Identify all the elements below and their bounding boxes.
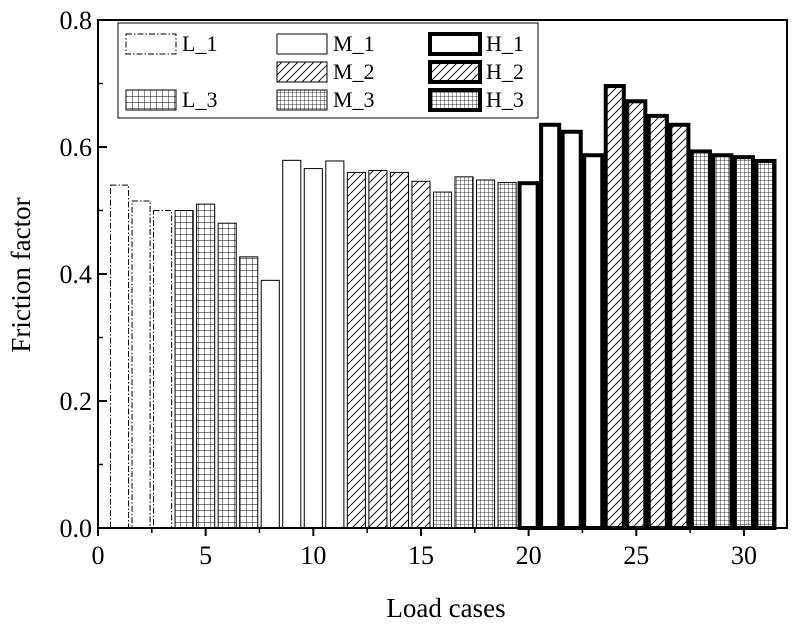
bar-case-31 (754, 158, 777, 530)
bar-case-21 (539, 122, 562, 531)
y-tick-label: 0.8 (60, 6, 93, 35)
x-tick-label: 20 (516, 541, 542, 570)
legend-swatch-h_3 (428, 88, 482, 112)
x-tick-label: 5 (199, 541, 212, 570)
bar-case-26 (646, 113, 669, 530)
bar-case-5 (196, 203, 216, 529)
axes-group: 0.0 0.2 0.4 0.6 0.8 0 5 10 15 20 25 30 (60, 6, 788, 570)
legend-swatch-m_2 (276, 61, 328, 83)
y-axis-label: Friction factor (6, 197, 36, 352)
legend-swatch-h_2 (428, 60, 482, 84)
legend-label-h_1: H_1 (486, 31, 524, 56)
bar-case-2 (131, 200, 151, 529)
legend-swatch-l_3 (125, 89, 177, 111)
bar-case-25 (625, 99, 648, 530)
x-tick-label: 25 (623, 541, 649, 570)
bar-case-13 (368, 169, 388, 529)
bar-case-29 (711, 153, 734, 530)
legend-label-h_3: H_3 (486, 87, 524, 112)
y-tick-label: 0.4 (60, 260, 93, 289)
bar-case-4 (174, 210, 194, 529)
bar-case-28 (689, 149, 712, 530)
x-tick-label: 0 (92, 541, 105, 570)
bar-case-3 (153, 210, 173, 529)
legend-swatch-h_1 (428, 32, 482, 56)
legend-swatch-l_1 (125, 33, 177, 55)
bar-case-24 (603, 84, 626, 530)
bar-case-23 (582, 153, 605, 530)
bar-case-30 (732, 155, 755, 530)
bar-case-9 (282, 159, 302, 529)
y-tick-label: 0.0 (60, 514, 93, 543)
y-tick-label: 0.6 (60, 133, 93, 162)
x-tick-label: 15 (408, 541, 434, 570)
bar-case-14 (389, 171, 409, 529)
legend-label-m_2: M_2 (333, 59, 375, 84)
legend-label-m_3: M_3 (333, 87, 375, 112)
bar-case-7 (239, 256, 259, 529)
legend-label-m_1: M_1 (333, 31, 375, 56)
bar-case-17 (454, 176, 474, 529)
bar-case-15 (411, 180, 431, 529)
bar-case-22 (560, 129, 583, 530)
bars-group (109, 84, 777, 531)
legend-label-l_3: L_3 (182, 87, 217, 112)
x-axis-label: Load cases (386, 593, 505, 623)
bar-case-10 (303, 168, 323, 529)
bar-case-12 (346, 171, 366, 529)
bar-case-16 (432, 191, 453, 529)
legend-label-h_2: H_2 (486, 59, 524, 84)
bar-case-27 (668, 122, 691, 531)
legend-swatch-m_1 (276, 33, 328, 55)
legend: L_1 M_1 H_1 M_2 H_2 L_3 M_3 H_3 (117, 22, 539, 119)
legend-label-l_1: L_1 (182, 31, 217, 56)
legend-swatch-m_3 (276, 89, 328, 111)
x-tick-label: 10 (300, 541, 326, 570)
bar-case-18 (476, 179, 496, 529)
bar-case-1 (109, 184, 130, 529)
y-tick-label: 0.2 (60, 387, 93, 416)
x-tick-label: 30 (731, 541, 757, 570)
bar-case-19 (497, 182, 517, 529)
bar-case-11 (325, 160, 345, 529)
bar-case-20 (517, 181, 540, 530)
bar-case-6 (217, 222, 237, 529)
bar-case-8 (260, 279, 280, 529)
